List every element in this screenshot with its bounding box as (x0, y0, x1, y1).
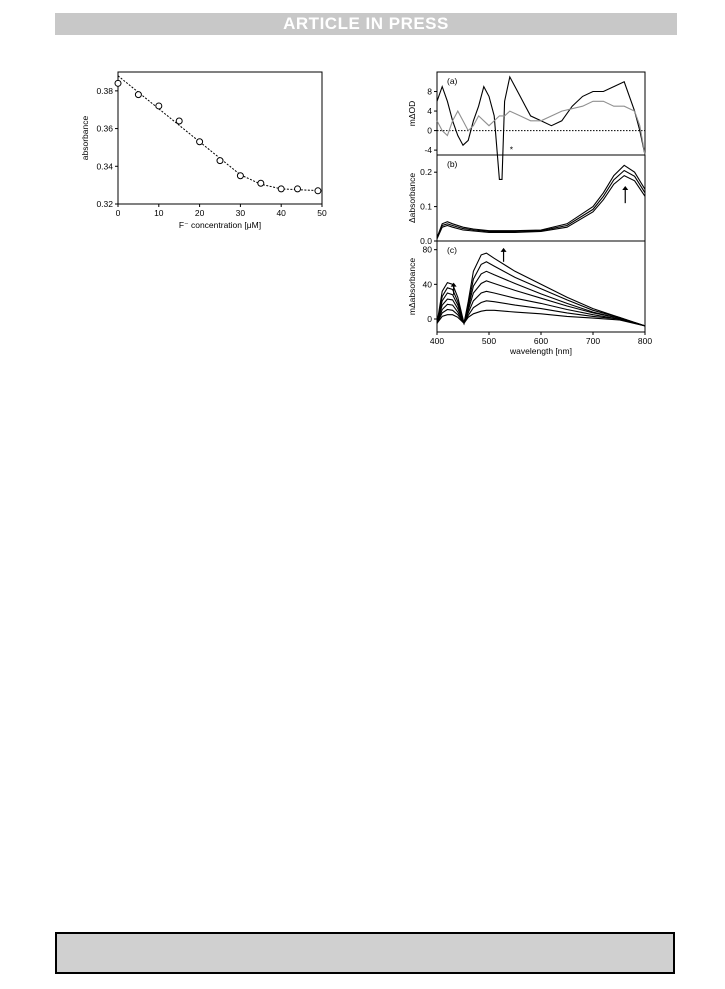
panel-label: (a) (447, 76, 458, 86)
x-tick-label: 800 (638, 336, 652, 346)
series-line (436, 261, 646, 327)
series-line (436, 270, 646, 327)
panel-label: (c) (447, 245, 457, 255)
data-point (277, 185, 285, 193)
series-line (436, 309, 646, 327)
fit-line (117, 75, 323, 192)
x-tick-label: 0 (116, 208, 121, 218)
y-axis-label: absorbance (80, 116, 90, 161)
data-point (114, 79, 122, 87)
series-line (436, 164, 646, 238)
footer-box (55, 932, 675, 974)
x-tick-label: 30 (236, 208, 246, 218)
y-tick-label: 0.36 (96, 124, 113, 134)
arrow-head (450, 282, 457, 287)
data-point (175, 117, 183, 125)
x-axis-label: F⁻ concentration [μM] (179, 220, 261, 230)
y-tick-label: 0.1 (420, 202, 432, 212)
series-line (436, 290, 646, 327)
x-tick-label: 500 (482, 336, 496, 346)
data-point (134, 91, 142, 99)
x-axis-label: wavelength [nm] (509, 346, 572, 356)
arrow-head (500, 247, 507, 252)
y-tick-label: 0.34 (96, 161, 113, 171)
panel-frame (436, 71, 646, 156)
series-line (436, 252, 646, 327)
x-tick-label: 600 (534, 336, 548, 346)
data-point (196, 138, 204, 146)
series-line (436, 280, 646, 327)
y-tick-label: 0.2 (420, 167, 432, 177)
y-tick-label: -4 (424, 145, 432, 155)
data-point (155, 102, 163, 110)
y-tick-label: 4 (427, 106, 432, 116)
data-point (294, 185, 302, 193)
y-axis-label: mΔabsorbance (407, 258, 417, 315)
data-point (257, 179, 265, 187)
x-tick-label: 400 (430, 336, 444, 346)
article-in-press-banner: ARTICLE IN PRESS (55, 13, 677, 35)
y-tick-label: 0 (427, 314, 432, 324)
x-tick-label: 20 (195, 208, 205, 218)
data-point (216, 157, 224, 165)
y-tick-label: 0 (427, 126, 432, 136)
x-tick-label: 40 (276, 208, 286, 218)
arrow-head (622, 185, 629, 190)
data-point (314, 187, 322, 195)
series-line (436, 300, 646, 327)
spectra-panels-chart: -4 0 4 8 (a) mΔOD * 0.0 0.1 0.2 (b) Δabsorbance 0 40 8… (407, 71, 652, 356)
y-axis-label: Δabsorbance (407, 173, 417, 223)
y-tick-label: 0.32 (96, 199, 113, 209)
series-line (436, 100, 646, 156)
absorbance-titration-chart: 0 10 20 30 40 50 0.32 0.34 0.36 0.38 F⁻ concentrat… (80, 71, 327, 230)
y-tick-label: 0.0 (420, 236, 432, 246)
x-tick-label: 10 (154, 208, 164, 218)
y-tick-label: 40 (423, 279, 433, 289)
series-line (436, 75, 646, 180)
y-tick-label: 8 (427, 87, 432, 97)
series-line (436, 174, 646, 240)
plot-frame (117, 71, 323, 205)
data-point (236, 172, 244, 180)
y-tick-label: 80 (423, 245, 433, 255)
y-tick-label: 0.38 (96, 86, 113, 96)
x-tick-label: 700 (586, 336, 600, 346)
x-tick-label: 50 (317, 208, 327, 218)
asterisk-annotation: * (510, 145, 514, 155)
series-line (436, 169, 646, 239)
panel-label: (b) (447, 159, 458, 169)
y-axis-label: mΔOD (407, 101, 417, 127)
